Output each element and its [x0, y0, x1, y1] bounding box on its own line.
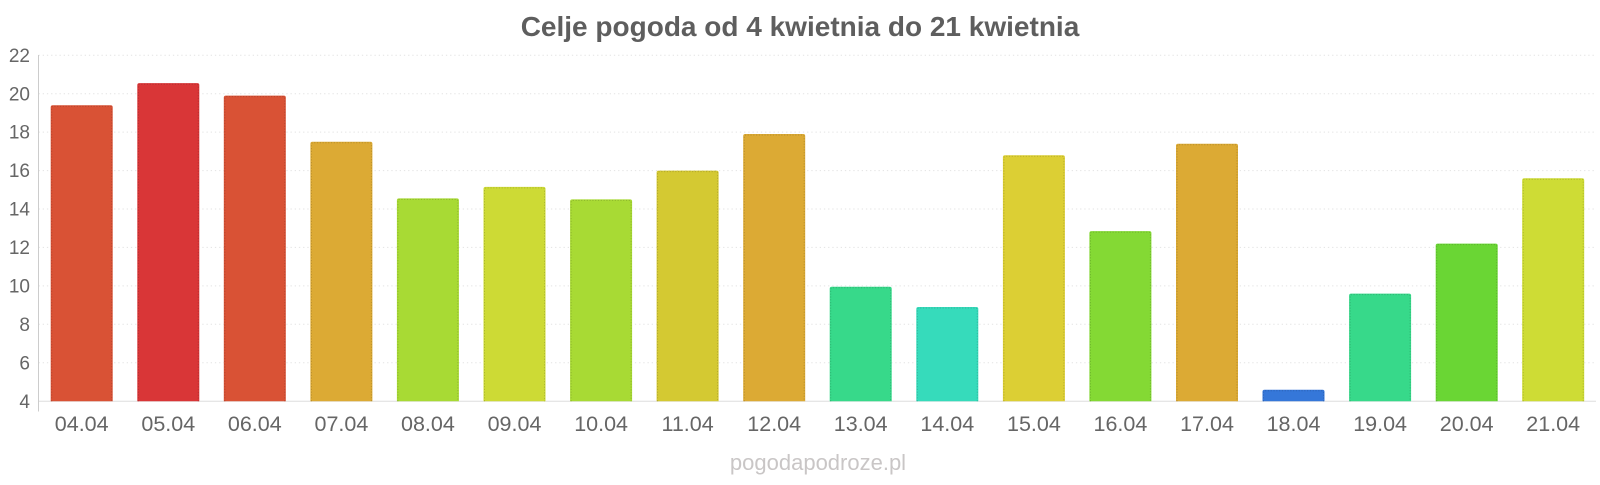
- svg-text:18.04: 18.04: [1267, 412, 1321, 436]
- svg-text:14.04: 14.04: [920, 412, 974, 436]
- svg-text:20: 20: [9, 84, 30, 105]
- svg-text:8: 8: [19, 315, 30, 336]
- svg-text:18: 18: [9, 123, 30, 144]
- svg-text:22: 22: [9, 46, 30, 67]
- svg-text:04.04: 04.04: [55, 412, 109, 436]
- svg-text:Celje pogoda od 4 kwietnia do: Celje pogoda od 4 kwietnia do 21 kwietni…: [521, 11, 1080, 42]
- svg-text:20.04: 20.04: [1440, 412, 1494, 436]
- svg-text:21.04: 21.04: [1526, 412, 1580, 436]
- svg-text:12.04: 12.04: [747, 412, 801, 436]
- svg-text:6: 6: [19, 353, 30, 374]
- svg-text:10: 10: [9, 277, 30, 298]
- svg-text:06.04: 06.04: [228, 412, 282, 436]
- svg-text:pogodapodroze.pl: pogodapodroze.pl: [730, 450, 906, 475]
- svg-text:12: 12: [9, 238, 30, 259]
- svg-text:10.04: 10.04: [574, 412, 628, 436]
- svg-text:16: 16: [9, 161, 30, 182]
- svg-text:07.04: 07.04: [314, 412, 368, 436]
- svg-text:15.04: 15.04: [1007, 412, 1061, 436]
- svg-text:09.04: 09.04: [488, 412, 542, 436]
- svg-text:13.04: 13.04: [834, 412, 888, 436]
- svg-text:08.04: 08.04: [401, 412, 455, 436]
- svg-text:19.04: 19.04: [1353, 412, 1407, 436]
- svg-text:4: 4: [19, 392, 30, 413]
- svg-text:14: 14: [9, 200, 31, 221]
- svg-text:11.04: 11.04: [661, 412, 713, 436]
- svg-text:05.04: 05.04: [141, 412, 195, 436]
- svg-text:16.04: 16.04: [1093, 412, 1147, 436]
- svg-text:17.04: 17.04: [1180, 412, 1234, 436]
